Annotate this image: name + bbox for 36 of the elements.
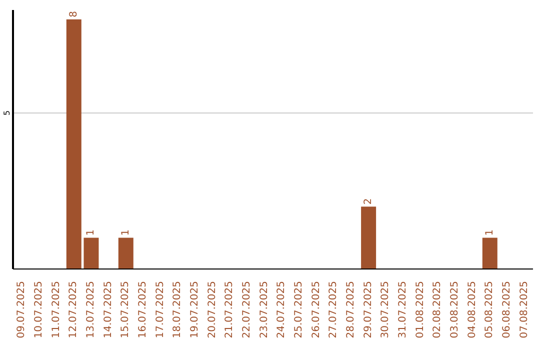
data-label: 1 [86, 229, 97, 236]
y-tick-label: 5 [2, 110, 12, 116]
x-tick-label: 20.07.2025 [206, 281, 218, 338]
x-tick-label: 25.07.2025 [294, 281, 304, 338]
x-tick-label: 10.07.2025 [34, 281, 44, 338]
x-tick-label: 28.07.2025 [346, 281, 356, 338]
data-label: 1 [484, 229, 496, 236]
x-tick-label: 11.07.2025 [50, 281, 62, 338]
data-label: 1 [120, 229, 132, 236]
x-tick-label: 26.07.2025 [310, 281, 322, 338]
x-tick-label: 07.08.2025 [518, 281, 530, 338]
x-tick-label: 21.07.2025 [224, 281, 236, 338]
x-tick-label: 16.07.2025 [138, 281, 148, 338]
x-tick-label: 12.07.2025 [68, 281, 80, 338]
x-tick-label: 14.07.2025 [102, 281, 114, 338]
x-tick-label: 09.07.2025 [16, 281, 28, 338]
x-tick-label: 22.07.2025 [242, 281, 252, 338]
x-tick-label: 27.07.2025 [328, 281, 340, 338]
x-tick-label: 15.07.2025 [120, 281, 132, 338]
x-tick-label: 04.08.2025 [466, 281, 478, 338]
data-label: 8 [68, 10, 80, 18]
x-tick-label: 30.07.2025 [380, 281, 392, 338]
x-tick-label: 19.07.2025 [190, 281, 200, 338]
data-label: 2 [363, 198, 374, 205]
x-tick-label: 01.08.2025 [414, 281, 426, 338]
x-tick-label: 05.08.2025 [484, 281, 496, 338]
x-tick-label: 23.07.2025 [258, 281, 270, 338]
x-tick-label: 13.07.2025 [86, 281, 96, 338]
x-tick-label: 24.07.2025 [276, 281, 288, 338]
x-tick-label: 17.07.2025 [154, 281, 166, 338]
x-tick-label: 02.08.2025 [432, 281, 444, 338]
x-tick-label: 03.08.2025 [450, 281, 460, 338]
x-tick-label: 18.07.2025 [172, 281, 184, 338]
x-tick-label: 31.07.2025 [398, 281, 408, 338]
x-tick-label: 06.08.2025 [502, 281, 512, 338]
x-tick-label: 29.07.2025 [362, 281, 374, 338]
